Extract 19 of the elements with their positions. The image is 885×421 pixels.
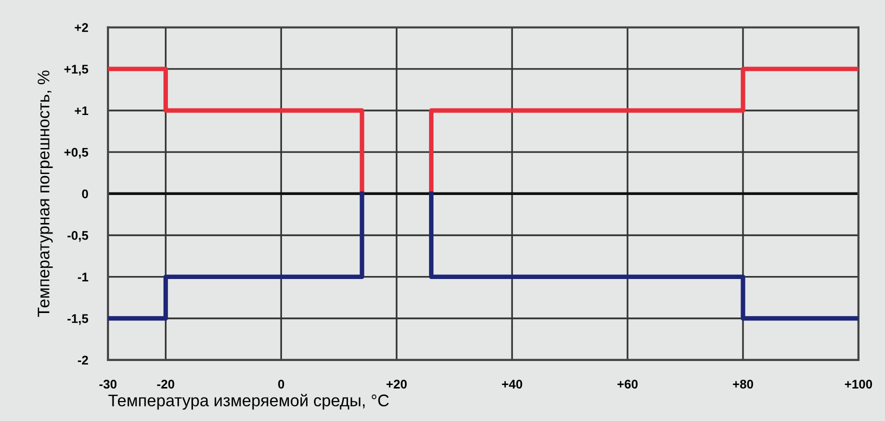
y-tick-label: +1 (74, 106, 88, 116)
x-tick-label: +60 (617, 380, 638, 389)
x-tick-label: +80 (732, 380, 754, 389)
x-tick-label: -30 (99, 380, 116, 389)
y-tick-label: -1,5 (67, 314, 88, 325)
y-tick-label: 0 (82, 189, 88, 198)
x-axis-title: Температура измеряемой среды, °C (108, 394, 389, 410)
y-tick-label: +0,5 (64, 148, 88, 159)
y-tick-label: -2 (78, 356, 88, 364)
y-tick-label: -1 (78, 272, 88, 282)
x-tick-label: +40 (502, 380, 522, 389)
x-tick-label: +20 (386, 380, 407, 389)
y-tick-label: +1,5 (64, 64, 88, 76)
x-tick-label: 0 (278, 380, 284, 389)
x-tick-label: -20 (157, 380, 174, 389)
y-axis-title: Температурная погрешность, % (38, 70, 53, 317)
y-tick-label: +2 (74, 23, 88, 32)
x-tick-label: +100 (844, 380, 872, 389)
y-tick-label: -0,5 (67, 231, 88, 242)
